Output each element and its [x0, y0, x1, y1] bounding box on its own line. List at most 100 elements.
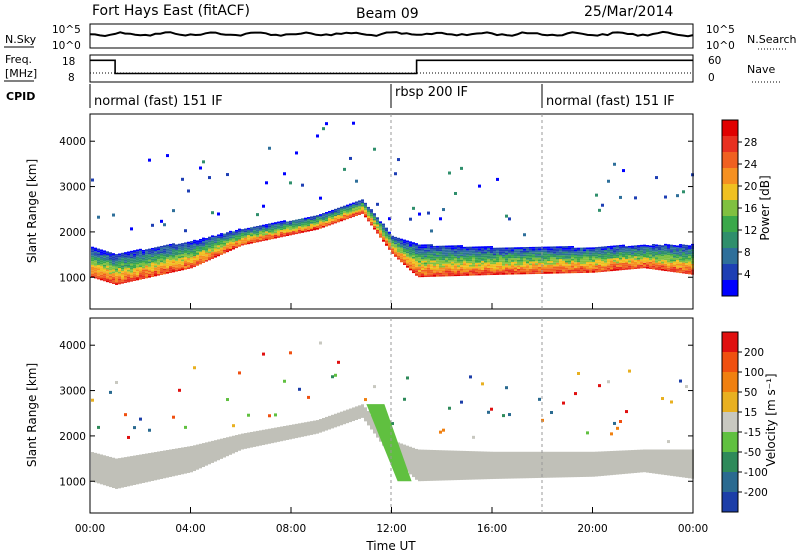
power-cell — [187, 243, 190, 246]
power-cell — [349, 203, 352, 206]
power-cell — [343, 205, 346, 208]
power-cell — [475, 248, 478, 251]
power-cell — [169, 260, 172, 263]
power-cell — [379, 224, 382, 227]
power-cell — [682, 271, 685, 274]
power-cell — [115, 272, 118, 275]
power-cell — [421, 249, 424, 252]
power-cell — [658, 259, 661, 262]
power-cell — [577, 267, 580, 270]
power-cell — [574, 256, 577, 259]
nave-label: Nave — [747, 63, 775, 76]
power-cell — [376, 226, 379, 229]
power-cell — [547, 251, 550, 254]
velocity-ground-scatter — [526, 451, 529, 479]
power-cell — [406, 253, 409, 255]
power-cell — [433, 245, 436, 248]
power-cell — [163, 223, 166, 227]
power-cell — [535, 255, 538, 258]
power-cell — [313, 221, 316, 224]
power-cell — [175, 246, 178, 249]
power-cell — [160, 265, 163, 268]
velocity-ground-scatter — [661, 449, 664, 475]
power-cell — [94, 263, 97, 266]
power-cell — [493, 269, 496, 272]
power-cell — [439, 263, 442, 266]
power-cell — [388, 231, 391, 234]
power-cell — [379, 232, 382, 235]
power-cell — [676, 259, 679, 262]
power-cell — [406, 260, 409, 263]
power-cell — [568, 258, 571, 261]
power-cell — [502, 271, 505, 273]
power-cell — [538, 255, 541, 258]
power-colorbar-swatch — [722, 120, 738, 137]
power-cell — [196, 251, 199, 254]
velocity-ground-scatter — [349, 408, 352, 423]
power-cell — [394, 245, 397, 248]
power-cell — [160, 260, 163, 263]
power-cell — [151, 249, 154, 252]
power-cell — [205, 252, 208, 255]
power-cell — [520, 254, 523, 257]
power-cell — [154, 263, 157, 266]
power-cell — [217, 247, 220, 249]
power-cell — [193, 245, 196, 248]
power-cell — [103, 252, 106, 255]
power-cell — [562, 258, 565, 261]
power-cell — [172, 252, 175, 255]
velocity-cell — [331, 375, 334, 379]
power-cell — [187, 254, 190, 257]
power-cell — [622, 255, 625, 258]
power-cell — [184, 249, 187, 252]
power-cell — [520, 261, 523, 264]
power-cell — [664, 261, 667, 264]
power-cell — [352, 204, 355, 207]
power-cell — [115, 270, 118, 273]
nave-tick-bottom: 0 — [708, 72, 715, 84]
power-cell — [208, 254, 211, 257]
power-cell — [490, 269, 493, 272]
power-cell — [643, 257, 646, 260]
power-cell — [604, 251, 607, 254]
power-cell — [118, 273, 121, 276]
power-cell — [520, 252, 523, 255]
power-cell — [265, 225, 268, 228]
power-cell — [166, 251, 169, 254]
velocity-ground-scatter — [301, 422, 304, 437]
power-cell — [97, 272, 100, 274]
power-cell — [454, 261, 457, 264]
power-cell — [526, 259, 529, 262]
power-cell — [223, 240, 226, 243]
power-cell — [169, 263, 172, 266]
power-cell — [265, 234, 268, 237]
power-cell — [112, 256, 115, 259]
power-cell — [103, 250, 106, 253]
velocity-ground-scatter — [565, 451, 568, 478]
velocity-cell — [469, 375, 472, 379]
power-cell — [385, 231, 388, 234]
power-cell — [628, 260, 631, 263]
power-cell — [607, 262, 610, 265]
power-cell — [610, 251, 613, 254]
power-cell — [316, 215, 319, 217]
power-cell — [172, 245, 175, 247]
power-cell — [616, 256, 619, 258]
power-cell — [190, 248, 193, 251]
velocity-ground-scatter — [604, 451, 607, 476]
power-cell — [562, 251, 565, 254]
power-colorbar-label: Power [dB] — [758, 175, 772, 240]
power-cell — [466, 263, 469, 265]
power-cell — [124, 253, 127, 256]
power-cell — [646, 252, 649, 255]
power-cell — [478, 269, 481, 272]
power-cell — [340, 210, 343, 213]
power-cell — [526, 261, 529, 264]
velocity-ground-scatter — [463, 450, 466, 480]
power-cell — [673, 255, 676, 258]
power-cell — [466, 252, 469, 255]
power-cell — [367, 210, 370, 213]
power-cell — [358, 213, 361, 215]
power-cell — [100, 258, 103, 261]
power-colorbar-tick-label: 20 — [744, 181, 757, 193]
